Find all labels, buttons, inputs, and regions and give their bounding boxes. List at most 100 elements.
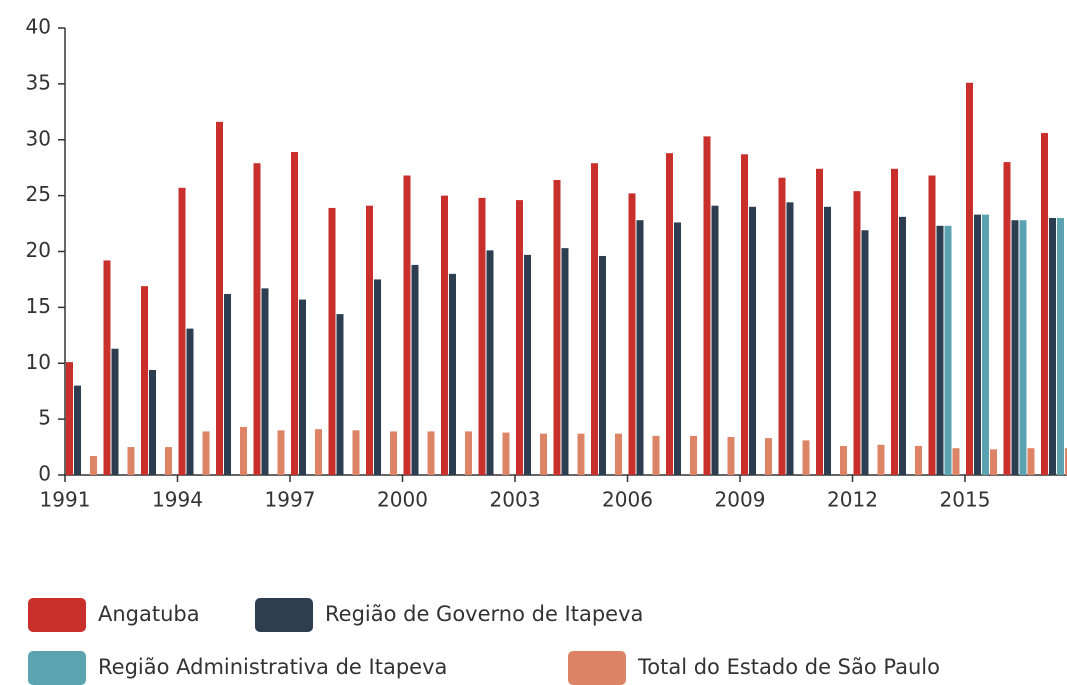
bar: [141, 286, 148, 475]
y-tick-label: 40: [26, 15, 51, 39]
legend-label: Angatuba: [98, 602, 200, 626]
bar: [186, 328, 194, 475]
y-tick-label: 0: [38, 462, 51, 486]
bar: [502, 432, 510, 475]
bar: [741, 154, 748, 475]
bar: [982, 214, 989, 475]
x-tick-label: 2012: [827, 488, 878, 512]
bar: [465, 431, 472, 475]
bar: [540, 433, 547, 475]
bar: [111, 348, 119, 475]
bar: [553, 179, 561, 476]
legend-swatch: [255, 598, 313, 632]
bar: [149, 369, 156, 475]
bar: [877, 444, 885, 475]
legend-swatch: [28, 651, 86, 685]
bar: [966, 82, 973, 475]
x-tick-label: 1991: [40, 488, 91, 512]
bar: [816, 168, 823, 475]
bar: [652, 435, 660, 475]
bar: [936, 225, 944, 475]
bar: [352, 430, 360, 475]
bar: [899, 216, 906, 476]
bar: [1003, 162, 1011, 475]
bar: [366, 205, 373, 475]
bar: [1049, 217, 1056, 475]
bar: [853, 191, 861, 475]
x-tick-label: 1994: [152, 488, 203, 512]
y-tick-label: 35: [26, 70, 51, 94]
bar: [390, 431, 397, 475]
bar: [524, 254, 531, 475]
bar: [990, 449, 997, 475]
bar: [202, 431, 210, 475]
bar: [291, 152, 298, 476]
bar: [1057, 217, 1064, 475]
legend-label: Total do Estado de São Paulo: [637, 655, 940, 679]
bar: [690, 435, 697, 475]
bar: [216, 121, 223, 476]
bar: [591, 163, 598, 475]
bar: [478, 197, 486, 476]
x-tick-label: 2009: [715, 488, 766, 512]
bar: [328, 207, 336, 476]
bar: [516, 200, 523, 475]
bar: [636, 220, 644, 475]
bar: [1011, 220, 1019, 475]
bar: [1041, 133, 1048, 476]
bar: [615, 433, 622, 475]
bar: [666, 153, 673, 475]
bar: [952, 448, 960, 475]
legend-label: Região Administrativa de Itapeva: [98, 655, 447, 679]
bar: [315, 429, 322, 475]
x-tick-label: 2003: [490, 488, 541, 512]
x-tick-label: 2000: [377, 488, 428, 512]
bar: [802, 440, 810, 475]
bar: [944, 225, 952, 475]
bar: [824, 206, 831, 476]
bar: [74, 385, 81, 475]
legend-swatch: [28, 598, 86, 632]
y-tick-label: 25: [26, 182, 51, 206]
bar: [90, 456, 97, 475]
bar: [749, 206, 756, 476]
bar: [261, 288, 269, 475]
bar: [1019, 220, 1027, 475]
y-tick-label: 10: [26, 350, 51, 374]
y-tick-label: 30: [26, 126, 51, 150]
bar: [103, 260, 111, 475]
y-tick-label: 20: [26, 238, 51, 262]
bar: [178, 187, 186, 476]
bar: [599, 255, 606, 475]
bar: [66, 362, 73, 475]
bar: [374, 279, 381, 475]
bar: [403, 175, 411, 475]
legend-swatch: [568, 651, 626, 685]
bar: [449, 273, 456, 475]
bar: [861, 230, 869, 475]
bar: [127, 447, 135, 475]
bar: [915, 445, 922, 475]
bar: [427, 431, 435, 475]
bar: [240, 426, 247, 475]
bar: [561, 248, 569, 475]
y-tick-label: 5: [38, 406, 51, 430]
bar: [778, 177, 786, 475]
bar: [765, 438, 772, 475]
bar: [299, 299, 306, 475]
bar: [577, 433, 585, 475]
y-tick-label: 15: [26, 294, 51, 318]
bar: [928, 175, 936, 475]
bar: [277, 430, 285, 475]
bar: [486, 250, 494, 475]
bar: [703, 136, 711, 475]
x-tick-label: 2015: [940, 488, 991, 512]
bar: [711, 205, 719, 475]
bar: [224, 293, 231, 475]
bar: [891, 168, 898, 475]
bar: [1065, 448, 1067, 475]
x-tick-label: 1997: [265, 488, 316, 512]
legend-label: Região de Governo de Itapeva: [325, 602, 643, 626]
bar: [674, 222, 681, 475]
bar: [253, 163, 261, 475]
